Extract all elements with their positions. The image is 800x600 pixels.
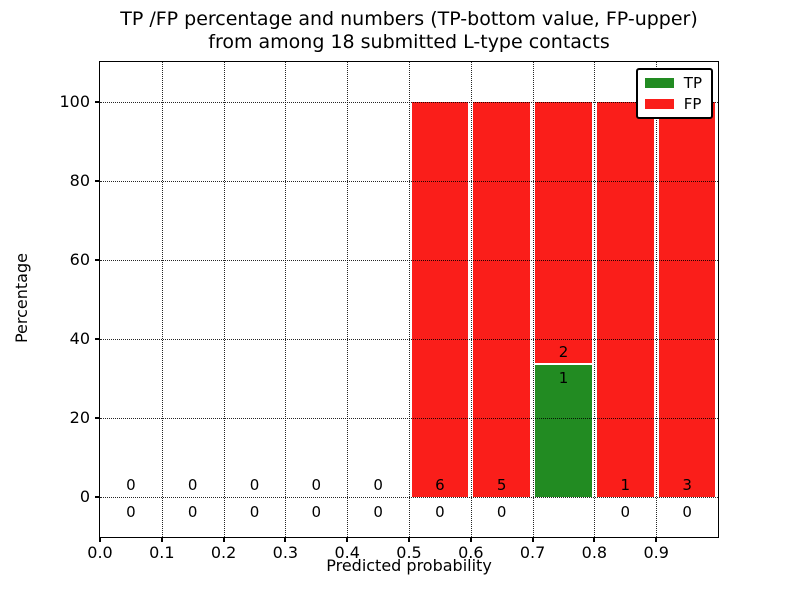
x-tick-mark <box>222 537 225 542</box>
bar-count-label: 6 <box>435 475 445 494</box>
y-axis-label: Percentage <box>12 253 31 344</box>
bar-count-label: 0 <box>620 503 631 522</box>
legend-label-fp: FP <box>683 95 702 113</box>
y-tick-mark <box>95 338 100 341</box>
x-tick-label: 0.9 <box>643 543 669 562</box>
legend-item-tp: TP <box>644 74 702 92</box>
y-tick-label: 0 <box>79 487 90 507</box>
tp-swatch-icon <box>644 78 674 88</box>
x-tick-label: 0.5 <box>396 543 422 562</box>
fp-bar <box>535 101 592 364</box>
chart-title-line1: TP /FP percentage and numbers (TP-bottom… <box>120 8 698 30</box>
y-tick-label: 60 <box>69 249 90 269</box>
x-tick-mark <box>160 537 163 542</box>
v-gridline <box>532 62 534 537</box>
legend-label-tp: TP <box>683 74 702 92</box>
y-tick-mark <box>95 496 100 499</box>
bar-count-label: 0 <box>187 503 198 522</box>
chart-title: TP /FP percentage and numbers (TP-bottom… <box>100 8 718 54</box>
bar-count-label: 0 <box>435 503 445 522</box>
bar-count-label: 0 <box>126 475 136 494</box>
v-gridline <box>409 62 410 537</box>
x-tick-mark <box>593 537 596 542</box>
bar-count-label: 0 <box>249 475 260 494</box>
v-gridline <box>656 62 658 537</box>
y-tick-mark <box>95 258 100 261</box>
v-gridline <box>223 62 225 537</box>
x-tick-mark <box>469 537 472 542</box>
fp-bar <box>473 101 531 498</box>
bar-count-label: 0 <box>373 475 383 494</box>
x-tick-label: 0.0 <box>87 543 113 562</box>
v-gridline <box>594 62 596 537</box>
fp-bar <box>596 101 654 498</box>
bar-count-label: 0 <box>126 503 136 522</box>
x-tick-label: 0.2 <box>210 543 237 562</box>
v-gridline <box>285 62 287 537</box>
bar-count-label: 2 <box>558 343 569 362</box>
fp-swatch-icon <box>644 99 674 109</box>
fp-bar <box>411 101 469 498</box>
v-gridline <box>161 62 163 537</box>
x-tick-label: 0.7 <box>519 543 546 562</box>
y-axis-label-wrap: Percentage <box>12 61 31 536</box>
fp-bar <box>658 101 716 498</box>
bar-count-label: 0 <box>682 503 692 522</box>
y-tick-label: 100 <box>59 91 90 111</box>
y-tick-label: 40 <box>69 329 90 349</box>
x-tick-mark <box>408 537 410 542</box>
plot-area: TP FP 0 20 40 60 80 100 0.0 0.1 0.2 0.3 0.4 0.5 0.6 0… <box>59 61 719 562</box>
y-tick-mark <box>95 417 100 420</box>
tp-bar <box>535 365 592 498</box>
x-tick-mark <box>531 537 534 542</box>
bar-count-label: 0 <box>496 503 507 522</box>
x-tick-mark <box>284 537 287 542</box>
bar-count-label: 1 <box>620 475 631 494</box>
bar-count-label: 0 <box>311 475 322 494</box>
v-gridline <box>470 62 472 537</box>
x-tick-label: 0.3 <box>272 543 299 562</box>
y-tick-mark <box>95 100 100 103</box>
x-tick-label: 0.4 <box>334 543 360 562</box>
x-tick-label: 0.8 <box>581 543 608 562</box>
x-tick-label: 0.6 <box>458 543 484 562</box>
bar-count-label: 0 <box>249 503 260 522</box>
bar-count-label: 0 <box>311 503 322 522</box>
bar-count-label: 0 <box>187 475 198 494</box>
y-tick-label: 20 <box>69 408 90 428</box>
x-tick-mark <box>655 537 658 542</box>
x-tick-mark <box>346 537 349 542</box>
bar-count-label: 0 <box>373 503 383 522</box>
x-tick-mark <box>99 537 101 542</box>
bar-count-label: 1 <box>558 368 569 387</box>
x-tick-label: 0.1 <box>149 543 175 562</box>
v-gridline <box>347 62 349 537</box>
bar-count-label: 5 <box>496 475 507 494</box>
y-tick-label: 80 <box>69 170 90 190</box>
y-tick-mark <box>95 179 100 182</box>
x-axis-label: Predicted probability <box>326 556 492 575</box>
legend: TP FP <box>635 68 713 119</box>
bar-count-label: 3 <box>682 475 692 494</box>
legend-item-fp: FP <box>644 95 702 113</box>
chart-title-line2: from among 18 submitted L-type contacts <box>208 31 610 53</box>
